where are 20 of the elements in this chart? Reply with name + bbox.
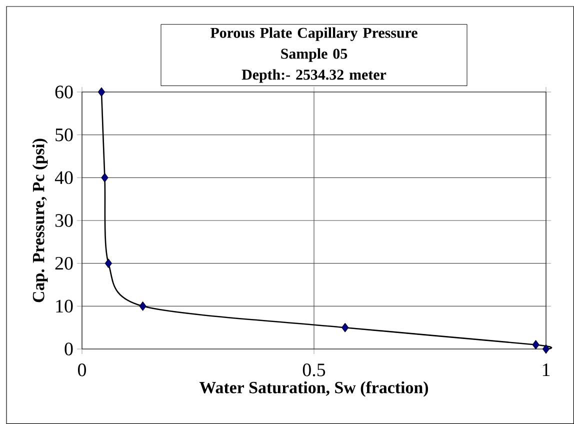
y-axis-title: Cap. Pressure, Pc (psi) xyxy=(32,138,48,302)
point xyxy=(98,87,106,97)
point xyxy=(542,344,550,354)
point xyxy=(104,258,112,268)
y-tick-label: 60 xyxy=(55,86,73,98)
x-tick-label: 1 xyxy=(542,364,550,376)
y-tick-label: 40 xyxy=(54,171,73,184)
x-tick-label: 0.5 xyxy=(302,364,326,376)
y-tick-label: 20 xyxy=(55,256,73,270)
y-tick-label: 50 xyxy=(56,128,73,142)
x-tick-label: 0 xyxy=(78,364,86,376)
y-tick-label: 30 xyxy=(55,214,73,227)
y-tick-label: 10 xyxy=(56,300,73,313)
chart-title: Porous Plate Capillary Pressure Sample 05 Depth:- 2534.32 meter xyxy=(210,27,418,83)
point xyxy=(532,340,540,350)
x-axis-title: Water Saturation, Sw (fraction) xyxy=(199,381,428,397)
point xyxy=(341,322,349,332)
point xyxy=(101,172,108,182)
y-tick-label: 0 xyxy=(64,342,73,356)
point xyxy=(139,301,146,311)
